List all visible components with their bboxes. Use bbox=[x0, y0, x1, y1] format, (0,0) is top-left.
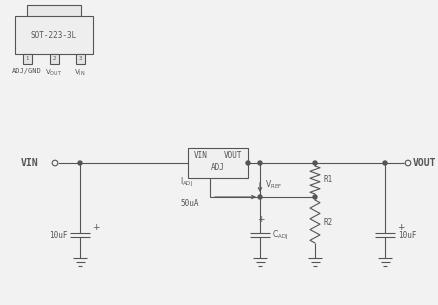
Bar bbox=[27, 5, 81, 18]
Text: +: + bbox=[92, 224, 99, 232]
Circle shape bbox=[258, 161, 262, 165]
Text: $\mathregular{V_{OUT}}$: $\mathregular{V_{OUT}}$ bbox=[46, 68, 63, 78]
Text: VIN: VIN bbox=[194, 152, 208, 160]
Text: 3: 3 bbox=[78, 56, 81, 62]
Text: R2: R2 bbox=[323, 218, 332, 227]
Text: $\mathregular{V_{IN}}$: $\mathregular{V_{IN}}$ bbox=[74, 68, 86, 78]
Circle shape bbox=[383, 161, 387, 165]
Text: VIN: VIN bbox=[21, 158, 38, 168]
Bar bbox=[22, 54, 32, 64]
Text: $\mathregular{V_{REF}}$: $\mathregular{V_{REF}}$ bbox=[265, 179, 282, 191]
Text: 10uF: 10uF bbox=[398, 231, 417, 239]
Text: 1: 1 bbox=[25, 56, 28, 62]
Circle shape bbox=[52, 160, 58, 166]
Text: 10uF: 10uF bbox=[49, 231, 68, 239]
Text: VOUT: VOUT bbox=[413, 158, 437, 168]
Text: 50uA: 50uA bbox=[180, 199, 198, 208]
Text: R1: R1 bbox=[323, 175, 332, 185]
Text: +: + bbox=[257, 216, 265, 224]
Text: 2: 2 bbox=[53, 56, 56, 62]
Circle shape bbox=[78, 161, 82, 165]
Circle shape bbox=[258, 195, 262, 199]
Text: +: + bbox=[397, 224, 405, 232]
Circle shape bbox=[313, 195, 317, 199]
Text: $\mathregular{C_{ADJ}}$: $\mathregular{C_{ADJ}}$ bbox=[272, 228, 288, 242]
Text: VOUT: VOUT bbox=[223, 152, 242, 160]
Bar bbox=[15, 16, 93, 54]
Circle shape bbox=[405, 160, 411, 166]
Bar bbox=[49, 54, 59, 64]
Text: SOT-223-3L: SOT-223-3L bbox=[31, 30, 77, 40]
Circle shape bbox=[246, 161, 250, 165]
Bar bbox=[75, 54, 85, 64]
Text: ADJ/GND: ADJ/GND bbox=[12, 68, 42, 74]
Bar bbox=[188, 148, 248, 178]
Text: ADJ: ADJ bbox=[211, 163, 225, 173]
Circle shape bbox=[313, 161, 317, 165]
Text: $\mathregular{I_{ADJ}}$: $\mathregular{I_{ADJ}}$ bbox=[180, 176, 193, 189]
